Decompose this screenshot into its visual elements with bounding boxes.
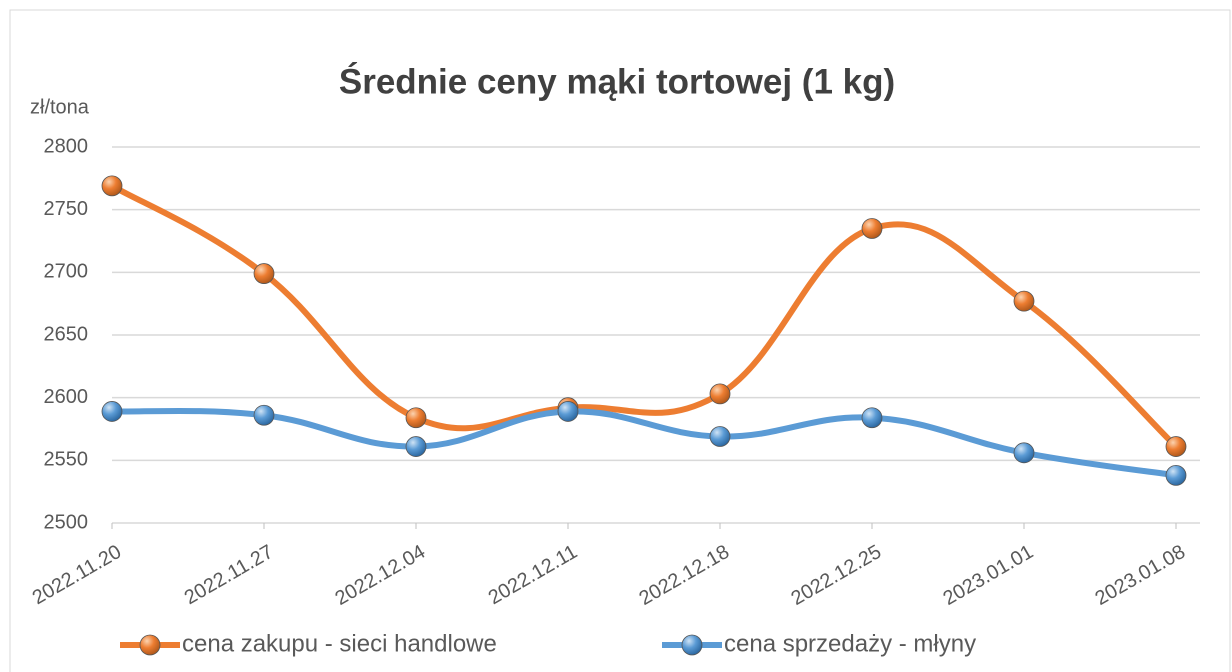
point [1013, 290, 1035, 312]
point [253, 404, 275, 426]
y-tick-label: 2500 [44, 511, 89, 533]
legend-marker [681, 634, 703, 656]
point [709, 426, 731, 447]
point [1013, 442, 1035, 464]
series-line [109, 407, 1179, 479]
point [253, 263, 275, 284]
point [709, 383, 731, 405]
chart-frame [9, 9, 1231, 672]
point [405, 436, 427, 457]
y-axis-label: zł/tona [30, 96, 90, 118]
point [557, 401, 579, 422]
point [405, 407, 427, 429]
point [861, 407, 883, 429]
y-tick-label: 2600 [44, 386, 89, 408]
point [861, 218, 883, 239]
point [101, 401, 123, 422]
chart-title: Średnie ceny mąki tortowej (1 kg) [339, 61, 895, 101]
y-tick-label: 2700 [44, 261, 89, 283]
y-tick-label: 2750 [44, 198, 89, 220]
legend-marker [139, 634, 161, 656]
y-tick-label: 2550 [44, 449, 89, 471]
legend-label: cena sprzedaży - młyny [724, 630, 976, 657]
point [101, 175, 123, 197]
series-line [109, 182, 1179, 450]
legend-label: cena zakupu - sieci handlowe [182, 630, 497, 657]
y-tick-label: 2650 [44, 323, 89, 345]
point [1165, 464, 1187, 486]
y-tick-label: 2800 [44, 135, 89, 157]
point [1165, 436, 1187, 457]
